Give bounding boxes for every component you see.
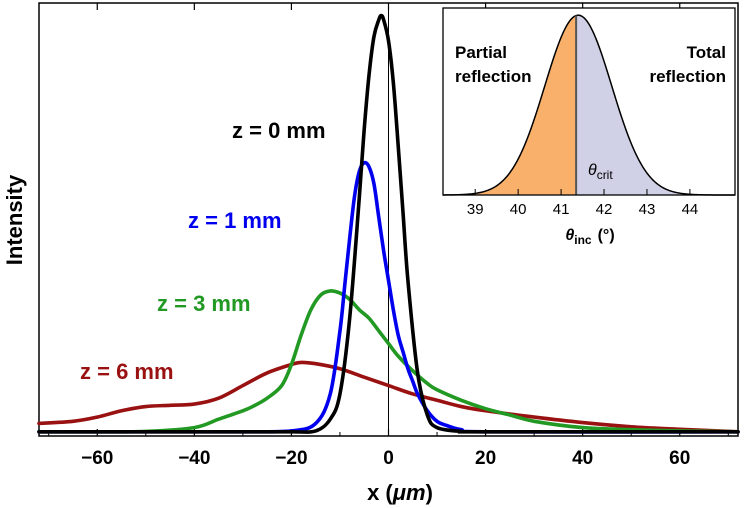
inset-x-tick-label: 42 [596, 201, 613, 218]
main-x-tick-label: 40 [572, 448, 593, 469]
main-x-tick-label: −20 [275, 448, 307, 469]
inset-x-tick-label: 40 [510, 201, 527, 218]
main-series-group [37, 13, 740, 434]
inset-x-tick-label: 39 [467, 201, 484, 218]
inset-x-ticks: 39 40 41 42 43 44 [467, 189, 698, 218]
inset-total-region [576, 15, 735, 195]
main-x-tick-label: 60 [669, 448, 690, 469]
partial-reflection-line2: reflection [455, 67, 532, 86]
main-x-tick-label: −60 [81, 448, 113, 469]
main-x-ticks: −60 −40 −20 0 20 40 60 [48, 3, 729, 469]
y-axis-title: Intensity [2, 174, 27, 265]
series-line-z-1-mm [37, 160, 740, 434]
total-reflection-line1: Total [687, 43, 726, 62]
inset-frame [442, 7, 736, 196]
inset-gaussian-curve [442, 14, 735, 196]
critical-angle-label: θcrit [588, 162, 613, 182]
label-z6: z = 6 mm [80, 359, 174, 384]
inset-x-axis-title: θinc (°) [565, 227, 614, 247]
inset-x-tick-label: 41 [553, 201, 570, 218]
inset-x-tick-label: 44 [682, 201, 699, 218]
inset-chart: 39 40 41 42 43 44 Partial reflection Total re… [442, 7, 736, 247]
series-line-z-3-mm [37, 289, 740, 434]
label-z1: z = 1 mm [188, 208, 282, 233]
label-z0: z = 0 mm [232, 118, 326, 143]
series-line-z-6-mm [37, 360, 740, 434]
inset-x-tick-label: 43 [639, 201, 656, 218]
main-x-tick-label: 0 [383, 448, 394, 469]
partial-reflection-line1: Partial [455, 43, 507, 62]
series-line-z-0-mm [37, 13, 740, 434]
inset-partial-region [443, 15, 577, 196]
total-reflection-line2: reflection [649, 67, 726, 86]
label-z3: z = 3 mm [157, 291, 251, 316]
main-x-tick-label: −40 [178, 448, 210, 469]
main-x-tick-label: 20 [475, 448, 496, 469]
x-axis-title: x (μm) [367, 480, 433, 505]
